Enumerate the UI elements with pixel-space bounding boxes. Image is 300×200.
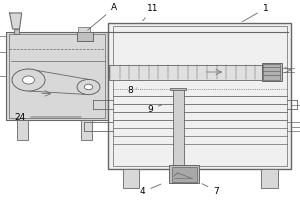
Polygon shape (10, 13, 22, 29)
Text: 1: 1 (242, 4, 268, 22)
Text: A: A (88, 3, 117, 30)
Text: 24: 24 (14, 112, 81, 121)
Bar (108, 23, 291, 169)
Bar (262, 63, 282, 81)
Bar (16, 120, 28, 140)
Bar (109, 64, 262, 79)
Bar (172, 89, 184, 165)
Bar (261, 169, 278, 188)
Bar (78, 27, 90, 32)
Bar (76, 32, 93, 41)
Circle shape (22, 76, 34, 84)
Text: 9: 9 (147, 104, 162, 114)
Text: 8: 8 (128, 86, 136, 95)
Bar (123, 169, 140, 188)
Circle shape (12, 69, 45, 91)
Bar (81, 120, 92, 140)
Bar (170, 88, 186, 90)
Text: 7: 7 (202, 184, 219, 196)
Text: 11: 11 (143, 4, 159, 21)
Bar (172, 167, 197, 182)
Bar (169, 165, 200, 183)
Circle shape (84, 84, 93, 90)
Circle shape (77, 79, 100, 95)
Bar (9, 34, 105, 118)
Bar (263, 64, 280, 80)
Text: 4: 4 (140, 184, 161, 196)
Bar (112, 26, 286, 166)
Bar (6, 32, 108, 120)
Bar (14, 29, 19, 34)
